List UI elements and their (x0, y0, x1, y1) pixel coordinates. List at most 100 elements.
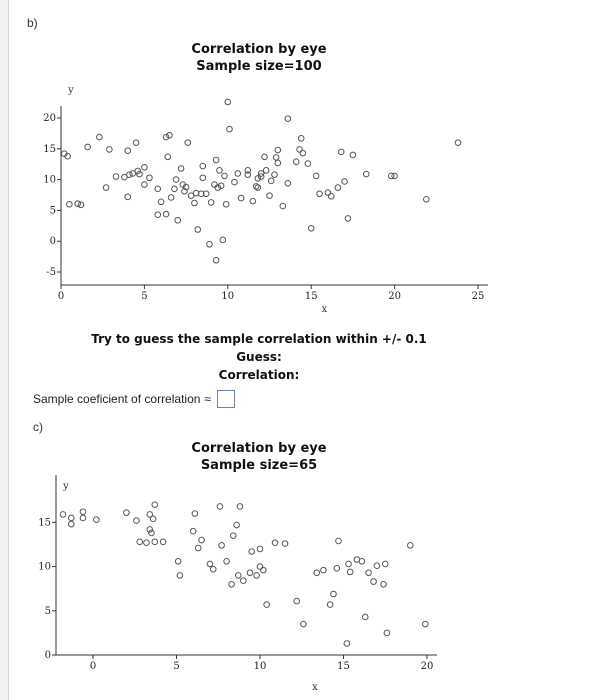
chart-c-point (233, 521, 240, 529)
chart-b-point (187, 192, 195, 199)
chart-b-point (172, 176, 180, 183)
chart-b-point (84, 143, 91, 151)
chart-b-x-tick-label: 20 (388, 291, 401, 302)
chart-c-y-tick-label: 0 (45, 650, 51, 661)
chart-c-point (343, 640, 351, 647)
chart-c-point (253, 572, 260, 579)
chart-c-point (67, 514, 75, 522)
chart-b-point (157, 198, 165, 206)
chart-c-x-tick-label: 5 (173, 661, 179, 672)
chart-b-point (164, 153, 172, 161)
chart-b-point (214, 184, 222, 191)
chart-b-title: Correlation by eye Sample size=100 (159, 41, 359, 75)
chart-c-x-tick-label: 0 (90, 661, 96, 672)
chart-c-point (146, 511, 154, 518)
chart-c-point (333, 565, 341, 572)
chart-c-point (335, 537, 342, 545)
chart-b-point (334, 184, 342, 191)
chart-b-point (279, 202, 287, 210)
chart-c-point (223, 557, 230, 565)
chart-b-point (199, 174, 207, 182)
chart-b-y-tick-label: -5 (46, 267, 56, 278)
chart-c-point (326, 601, 334, 608)
chart-b-point (454, 139, 462, 146)
chart-b-y-tick-label: 5 (50, 205, 56, 216)
chart-b-x-tick-label: 25 (472, 291, 485, 302)
chart-b-point (299, 149, 307, 157)
chart-b-point (244, 167, 252, 174)
chart-b-point (267, 177, 275, 185)
chart-c-point (330, 590, 337, 598)
chart-b-x-tick-label: 0 (58, 291, 64, 302)
chart-c-point (93, 516, 100, 524)
chart-c-point (256, 563, 264, 570)
chart-c-point (209, 565, 217, 573)
correlation-answer-input[interactable] (217, 390, 236, 408)
chart-c-point (293, 597, 301, 605)
chart-b-point (177, 165, 185, 172)
chart-b-point (307, 224, 315, 232)
chart-b-point (222, 200, 230, 208)
chart-b-point (244, 171, 252, 178)
chart-b-point (181, 188, 188, 195)
chart-b-point (219, 236, 227, 244)
chart-b-x-tick-label: 10 (221, 291, 234, 302)
plots-layer: -5 0 5 10 15 20 0 5 10 15 20 25 x y 0 5 10 15 0 5 10 15 20 x y (38, 85, 488, 693)
correlation-prompt: Try to guess the sample correlation with… (49, 330, 469, 384)
chart-b-title-text: Correlation by eye (191, 42, 327, 57)
chart-b-point (106, 146, 113, 153)
chart-b-point (141, 163, 148, 171)
chart-c-point (300, 620, 307, 628)
chart-b-point (249, 197, 257, 205)
chart-c-point (313, 569, 321, 577)
chart-b-point (344, 215, 352, 222)
chart-c-point (176, 572, 184, 579)
chart-b-point (216, 167, 223, 174)
chart-c-point (365, 569, 372, 577)
chart-b-point (362, 170, 370, 178)
chart-b-point (272, 154, 280, 161)
chart-c-point (380, 580, 387, 588)
chart-c-point (216, 503, 224, 510)
chart-c-y-tick-label: 15 (38, 517, 51, 528)
chart-c-y-tick-label: 10 (38, 562, 51, 573)
chart-b-point (96, 133, 103, 141)
chart-b-point (312, 172, 320, 180)
chart-c-point (236, 503, 244, 510)
chart-c-x-tick-label: 20 (421, 661, 434, 672)
chart-b-point (274, 159, 282, 167)
chart-c-point (229, 532, 237, 539)
part-b-label: b) (27, 16, 38, 30)
chart-c-point (271, 539, 279, 547)
chart-b-point (274, 146, 282, 154)
part-c-label: c) (33, 420, 43, 434)
chart-b-point (126, 171, 133, 178)
chart-c-point (67, 520, 75, 528)
chart-c-point (383, 629, 391, 637)
chart-b-point (391, 172, 398, 180)
chart-b-point (211, 181, 218, 188)
chart-c-point (256, 545, 264, 553)
chart-b-point (292, 158, 300, 166)
chart-b-point (162, 210, 170, 218)
chart-c-x-axis-label: x (312, 682, 318, 693)
chart-c-point (218, 542, 225, 549)
chart-c-point (189, 527, 197, 535)
answer-row: Sample coeficient of correlation ≈ (33, 390, 236, 408)
chart-b-point (77, 201, 85, 209)
chart-b-point (212, 156, 220, 164)
chart-b-point (66, 200, 73, 208)
chart-b-subtitle-text: Sample size=100 (196, 59, 322, 74)
chart-c-point (281, 540, 289, 547)
chart-c-point (260, 566, 267, 574)
chart-b-point (257, 173, 265, 180)
chart-b-point (422, 196, 430, 203)
chart-b-point (271, 171, 278, 178)
chart-b-point (167, 194, 175, 201)
chart-b-point (252, 183, 260, 190)
chart-b-point (132, 139, 140, 146)
chart-c-point (194, 544, 202, 552)
chart-b-y-tick-label: 20 (43, 113, 56, 124)
chart-b-point (387, 172, 395, 180)
chart-b-point (166, 131, 173, 139)
